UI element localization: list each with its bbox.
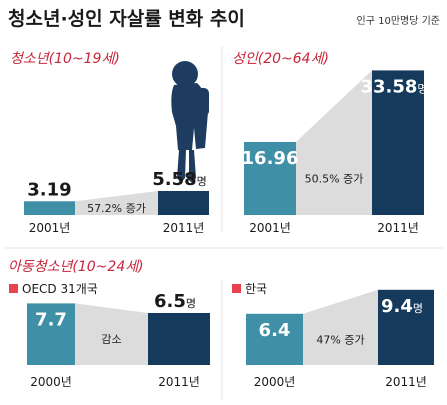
bar-2001년 (244, 141, 296, 215)
teen-figure-illustration (171, 61, 209, 184)
change-label: 47% 증가 (316, 333, 364, 346)
square-icon (9, 284, 18, 293)
chart-youth: 57.2% 증가 3.19 5.58명 2001년 2011년 (24, 169, 209, 235)
bar-2011년 (372, 70, 424, 216)
tick-label: 2001년 (29, 221, 71, 235)
section-label-adult: 성인(20~64세) (232, 51, 329, 67)
connector-band (75, 303, 148, 365)
chart-adult: 50.5% 증가 16.96 33.58명 2001년 2011년 (242, 70, 428, 235)
square-icon (232, 284, 241, 293)
value-label: 7.7 (35, 309, 67, 330)
unit-note: 인구 10만명당 기준 (357, 15, 440, 27)
connector-band (303, 289, 378, 365)
bar-2000년 (246, 313, 303, 365)
value-label: 33.58명 (360, 76, 427, 97)
change-label: 57.2% 증가 (87, 202, 146, 215)
bar-2001년 (24, 201, 75, 215)
tick-label: 2000년 (254, 375, 296, 389)
tick-label: 2011년 (385, 375, 427, 389)
change-label: 감소 (101, 333, 121, 346)
change-label: 50.5% 증가 (305, 172, 364, 185)
connector-band (296, 70, 372, 216)
tick-label: 2011년 (377, 221, 419, 235)
unit-suffix: 명 (197, 175, 207, 188)
value-label: 6.4 (259, 320, 291, 341)
section-label-child-youth: 아동청소년(10~24세) (8, 259, 144, 275)
value-label: 6.5명 (154, 291, 196, 312)
tick-label: 2001년 (249, 221, 291, 235)
bar-2011년 (158, 190, 209, 215)
chart-title: 청소년·성인 자살률 변화 추이 (8, 8, 245, 30)
tick-label: 2011년 (158, 375, 200, 389)
unit-suffix: 명 (186, 297, 196, 310)
value-label: 3.19 (27, 179, 71, 200)
tick-label: 2011년 (163, 221, 205, 235)
chart-oecd: 감소 7.7 6.5명 2000년 2011년 (27, 291, 210, 389)
section-label-youth: 청소년(10~19세) (10, 51, 120, 67)
connector-band (75, 190, 158, 215)
value-label: 9.4명 (381, 296, 423, 317)
bar-2011년 (378, 289, 434, 365)
value-label: 16.96 (242, 148, 299, 169)
bar-2000년 (27, 303, 75, 365)
tick-label: 2000년 (30, 375, 72, 389)
chart-korea: 47% 증가 6.4 9.4명 2000년 2011년 (246, 289, 434, 389)
unit-suffix: 명 (417, 82, 427, 95)
bar-2011년 (148, 313, 210, 365)
unit-suffix: 명 (413, 302, 423, 315)
oecd-label: OECD 31개국 (22, 282, 98, 296)
oecd-label-group: OECD 31개국 (9, 282, 98, 296)
value-label: 5.58명 (152, 169, 207, 190)
korea-label-group: 한국 (232, 282, 267, 296)
korea-label: 한국 (245, 282, 267, 296)
